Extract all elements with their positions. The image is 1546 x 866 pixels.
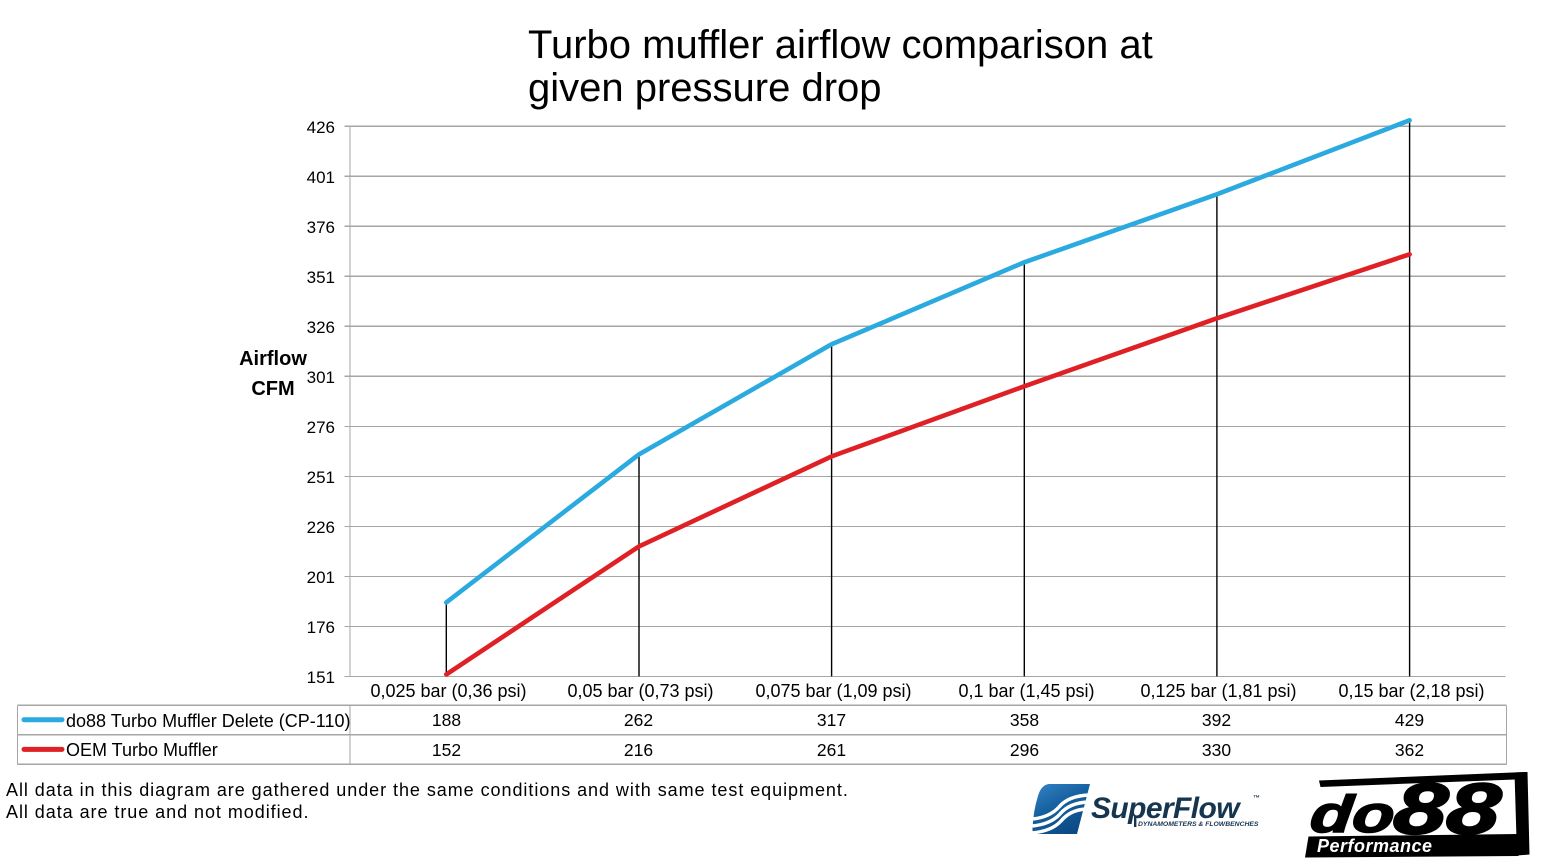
svg-text:™: ™ [1253,795,1260,802]
svg-text:Performance: Performance [1317,836,1433,856]
svg-text:do: do [1308,785,1398,843]
svg-text:88: 88 [1390,769,1504,849]
svg-text:SuperFlow: SuperFlow [1091,792,1241,825]
svg-text:DYNAMOMETERS & FLOWBENCHES: DYNAMOMETERS & FLOWBENCHES [1138,821,1259,828]
